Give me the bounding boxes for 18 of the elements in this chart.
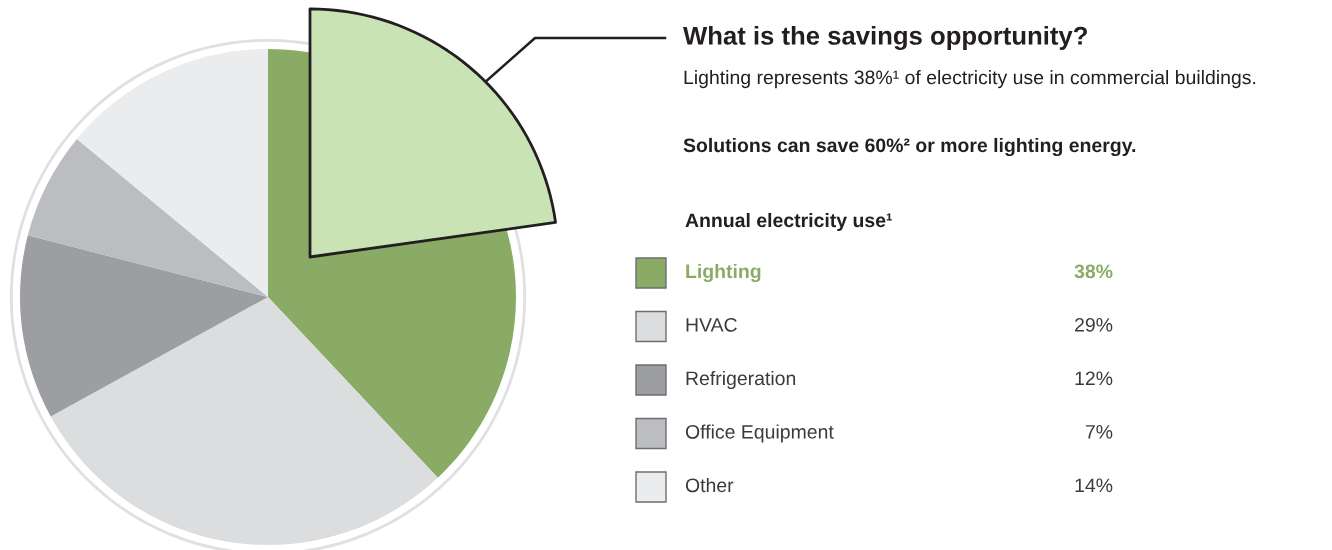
data-label: 12% [1075,371,1113,386]
text: Solutions can save 60%² or more lighting energy. [683,137,1136,157]
legend-label: Refrigeration [686,370,796,390]
data-label: 29% [1075,317,1113,332]
chart-title: What is the savings opportunity? [683,25,1087,51]
legend-title: Annual electricity use¹ [685,212,892,232]
legend-label: Other [685,477,734,493]
pie-slice [20,235,268,417]
text: Lighting represents 38%¹ of electricity use in commercial buildings. [684,70,1256,89]
pie-slice [27,138,268,297]
legend-label: HVAC [686,317,737,332]
pie-slice [76,49,268,297]
data-label: 14% [1075,478,1113,493]
legend-label: Office Equipment [685,424,834,443]
legend-label: Lighting [686,263,761,283]
data-label: 38% [1074,264,1113,279]
data-label: 7% [1085,425,1113,439]
pie-slice [50,297,438,545]
